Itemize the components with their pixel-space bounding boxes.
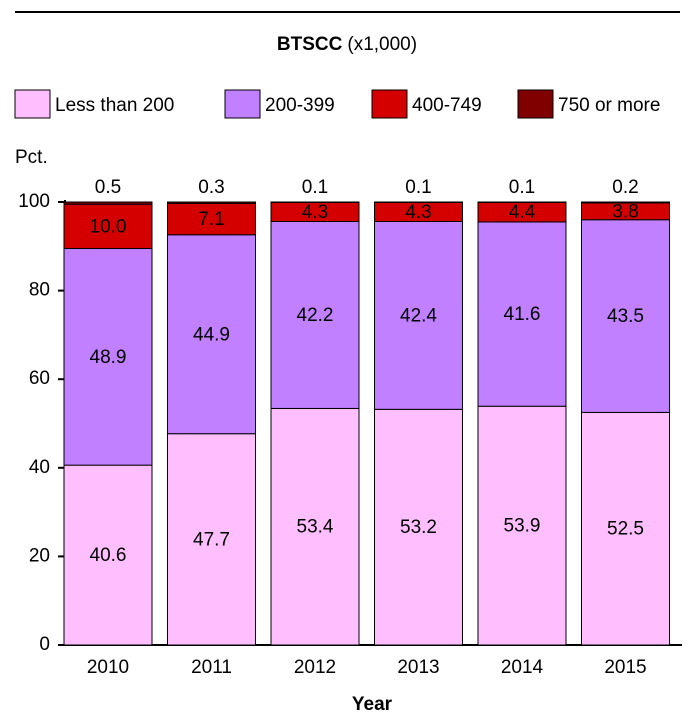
x-axis-label: Year (352, 694, 393, 715)
x-tick-label: 2011 (191, 657, 232, 678)
bar-segment (63, 464, 153, 646)
bar-segment (581, 219, 670, 413)
data-label: 4.4 (509, 202, 536, 223)
chart-subtitle: (x1,000) (347, 34, 417, 55)
data-label: 7.1 (198, 209, 224, 230)
y-axis-label: Pct. (15, 147, 48, 168)
bar-segment (581, 411, 670, 646)
data-label: 0.1 (405, 177, 431, 198)
legend-label: 200-399 (265, 95, 335, 116)
data-label: 4.3 (302, 202, 328, 223)
data-label: 44.9 (193, 324, 230, 345)
x-tick-label: 2015 (604, 657, 646, 678)
legend-label: 750 or more (558, 95, 660, 116)
legend-swatch (224, 89, 261, 119)
y-tick-label: 40 (29, 457, 50, 478)
legend-swatch (517, 89, 554, 119)
data-label: 42.4 (400, 305, 437, 326)
y-tick-label: 0 (39, 634, 50, 655)
data-label: 0.1 (302, 177, 328, 198)
bar-segment (270, 220, 360, 409)
y-tick-label: 80 (29, 280, 50, 301)
data-label: 40.6 (90, 545, 127, 566)
data-label: 3.8 (612, 201, 638, 222)
data-label: 47.7 (193, 529, 230, 550)
bar-segment (167, 234, 256, 435)
data-label: 0.2 (612, 177, 638, 198)
data-label: 53.2 (400, 517, 437, 538)
x-tick-label: 2014 (501, 657, 544, 678)
data-label: 10.0 (90, 216, 127, 237)
y-tick-label: 100 (18, 191, 50, 212)
data-label: 53.9 (504, 516, 541, 537)
x-tick-label: 2013 (397, 657, 439, 678)
data-label: 52.5 (607, 519, 644, 540)
bar-segment (167, 201, 256, 204)
data-label: 0.5 (95, 177, 121, 198)
data-label: 41.6 (504, 304, 541, 325)
bar-segment (581, 201, 670, 204)
x-tick-label: 2010 (87, 657, 129, 678)
bar-segment (477, 405, 567, 646)
data-label: 43.5 (607, 306, 644, 327)
y-tick-label: 60 (29, 368, 50, 389)
bar-segment (167, 433, 256, 646)
bar-segment (167, 202, 256, 236)
legend-label: Less than 200 (55, 95, 174, 116)
chart-title: BTSCC (277, 34, 343, 55)
data-label: 42.2 (297, 305, 334, 326)
data-label: 4.3 (405, 202, 431, 223)
bar-segment (63, 201, 153, 205)
data-label: 0.3 (198, 177, 224, 198)
legend-swatch (371, 89, 408, 119)
chart-title-group: BTSCC (x1,000) (277, 34, 417, 55)
bar-segment (477, 221, 567, 407)
x-tick-label: 2012 (294, 657, 336, 678)
data-label: 0.1 (509, 177, 535, 198)
legend-swatch (14, 89, 51, 119)
legend-label: 400-749 (412, 95, 482, 116)
y-tick-label: 20 (29, 545, 50, 566)
data-label: 48.9 (90, 347, 127, 368)
data-label: 53.4 (297, 517, 334, 538)
bar-segment (63, 248, 153, 466)
bar-segment (374, 220, 463, 410)
